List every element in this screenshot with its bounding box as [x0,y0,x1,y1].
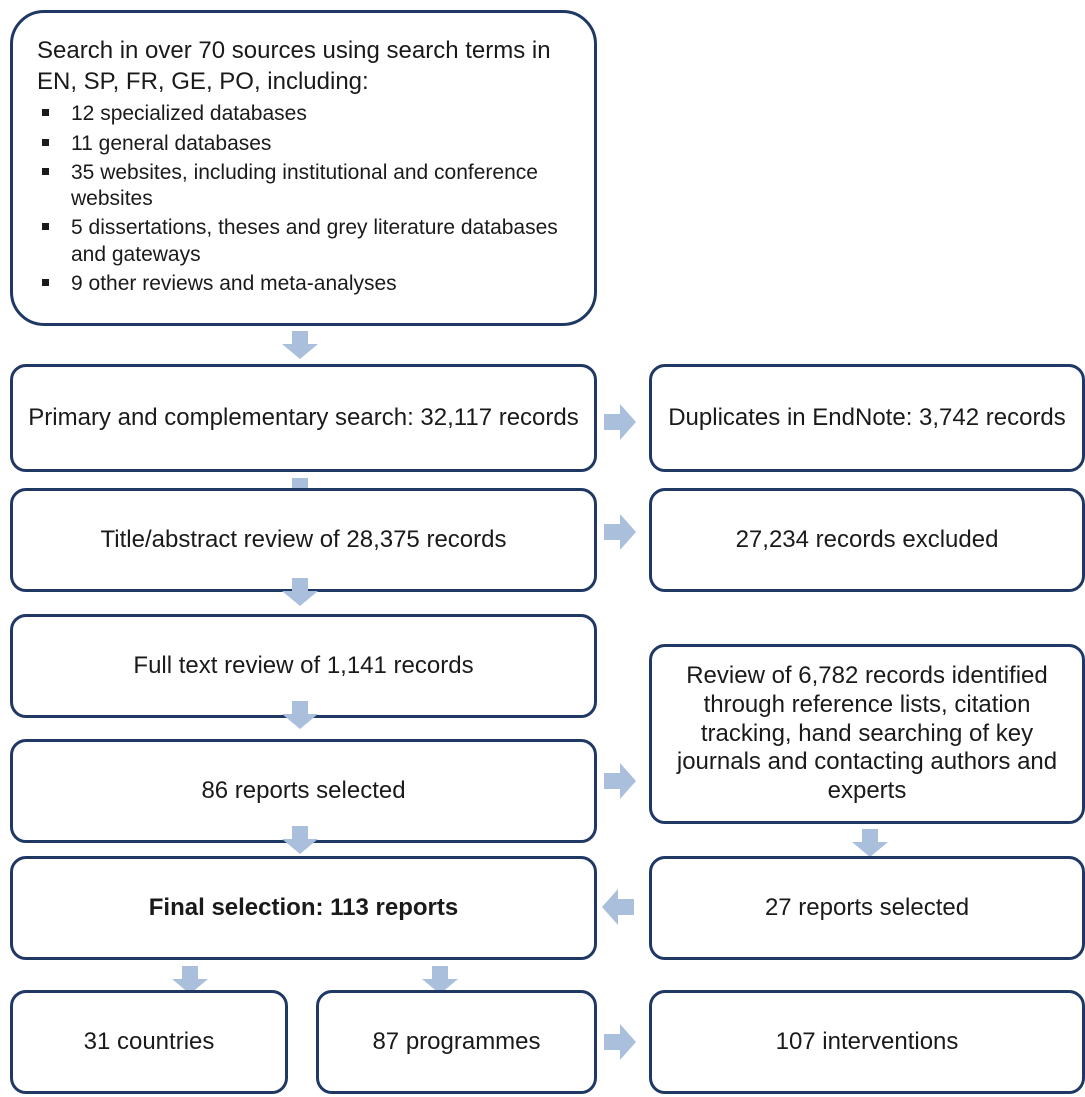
title-abstract-review-box: Title/abstract review of 28,375 records [10,488,597,592]
programmes-label: 87 programmes [372,1027,541,1055]
bullet-icon [42,167,49,175]
full-text-review-box: Full text review of 1,141 records [10,614,597,718]
reports-selected-additional-box: 27 reports selected [649,856,1085,960]
right-arrow-icon [604,404,636,440]
right-arrow-icon [604,1024,636,1060]
sources-item: 5 dissertations, theses and grey literat… [37,215,574,268]
reports-selected-main-box: 86 reports selected [10,739,597,843]
reports-selected-additional-label: 27 reports selected [764,893,970,921]
right-arrow-icon [604,514,636,550]
bullet-icon [42,109,49,117]
right-arrow-icon [604,763,636,799]
sources-intro: Search in over 70 sources using search t… [37,37,551,96]
down-arrow-icon [282,331,318,359]
sources-box: Search in over 70 sources using search t… [10,10,597,326]
bullet-icon [42,223,49,231]
sources-item: 9 other reviews and meta-analyses [37,271,574,297]
down-arrow-icon [282,578,318,606]
sources-item: 12 specialized databases [37,101,574,127]
left-arrow-icon [602,889,634,925]
countries-label: 31 countries [83,1027,215,1055]
title-abstract-review-label: Title/abstract review of 28,375 records [100,525,507,553]
bullet-icon [42,138,49,146]
interventions-label: 107 interventions [775,1027,959,1055]
excluded-label: 27,234 records excluded [735,525,999,553]
final-selection-label: Final selection: 113 reports [148,893,459,921]
programmes-box: 87 programmes [316,990,597,1094]
down-arrow-icon [852,829,888,857]
primary-search-label: Primary and complementary search: 32,117… [28,403,579,431]
down-arrow-icon [422,966,458,994]
additional-review-box: Review of 6,782 records identified throu… [649,644,1085,824]
reports-selected-main-label: 86 reports selected [201,776,406,804]
full-text-review-label: Full text review of 1,141 records [133,651,474,679]
sources-item: 35 websites, including institutional and… [37,160,574,213]
additional-review-label: Review of 6,782 records identified throu… [676,662,1058,805]
countries-box: 31 countries [10,990,288,1094]
final-selection-box: Final selection: 113 reports [10,856,597,960]
sources-item: 11 general databases [37,131,574,157]
down-arrow-icon [172,966,208,994]
down-arrow-icon [282,826,318,854]
interventions-box: 107 interventions [649,990,1085,1094]
duplicates-box: Duplicates in EndNote: 3,742 records [649,364,1085,472]
down-arrow-icon [282,701,318,729]
excluded-box: 27,234 records excluded [649,488,1085,592]
bullet-icon [42,278,49,286]
duplicates-label: Duplicates in EndNote: 3,742 records [668,403,1066,431]
primary-search-box: Primary and complementary search: 32,117… [10,364,597,472]
sources-list: 12 specialized databases 11 general data… [37,101,574,297]
